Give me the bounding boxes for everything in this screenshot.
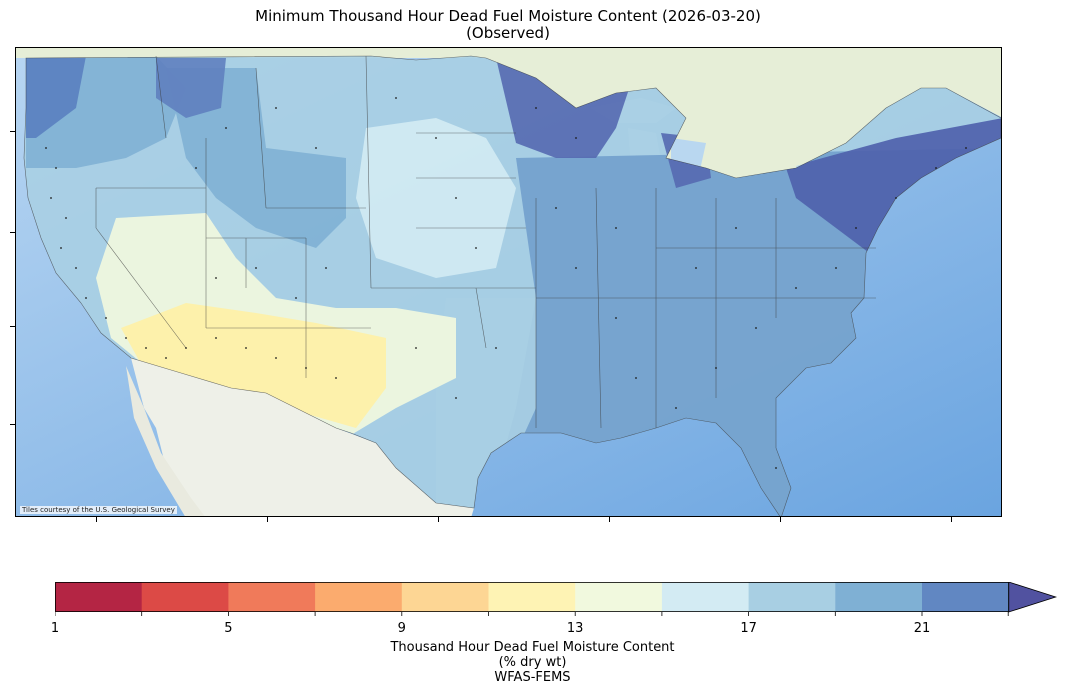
colorbar-tick-label: 17 [740,621,757,636]
colorbar-tick-label: 5 [224,621,233,636]
zone-montana-wet [156,58,226,118]
colorbar-tick-label: 1 [50,621,60,636]
colorbar-bin [661,582,750,612]
colorbar-outline [55,582,1010,612]
map-panel[interactable]: Tiles courtesy of the U.S. Geological Su… [15,47,1002,517]
chart-title: Minimum Thousand Hour Dead Fuel Moisture… [0,8,1016,42]
colorbar-bin [228,582,316,612]
colorbar-title: Thousand Hour Dead Fuel Moisture Content… [0,640,1065,685]
colorbar-bin [488,582,576,612]
colorbar-bin [55,582,143,612]
canada-land [16,48,1001,178]
map-attribution: Tiles courtesy of the U.S. Geological Su… [20,506,177,514]
state-borders [23,55,1001,516]
zone-central-plains [356,118,516,278]
colorbar-bin [748,582,836,612]
colorbar-bin [315,582,403,612]
colorbar-title-line-3: WFAS-FEMS [494,670,571,685]
mexico-land [131,358,474,516]
colorbar-bin [141,582,229,612]
title-line-1: Minimum Thousand Hour Dead Fuel Moisture… [255,7,761,25]
colorbar-bin [835,582,923,612]
map-canvas [16,48,1001,516]
colorbar-extend-arrow [1008,582,1058,613]
zone-northwest-wet [26,56,86,138]
title-line-2: (Observed) [466,24,550,42]
colorbar [55,582,1058,616]
colorbar-title-line-2: (% dry wt) [498,655,567,670]
zone-southwest-dry [121,303,386,428]
zone-rockies [166,68,346,248]
station-markers [45,97,967,469]
colorbar-tick-label: 21 [913,621,931,636]
colorbar-tick-label: 13 [566,621,584,636]
colorbar-bin [575,582,663,612]
colorbar-bin [401,582,489,612]
colorbar-title-line-1: Thousand Hour Dead Fuel Moisture Content [390,640,675,655]
colorbar-bin [922,582,1010,612]
colorbar-tick-label: 9 [397,621,406,636]
